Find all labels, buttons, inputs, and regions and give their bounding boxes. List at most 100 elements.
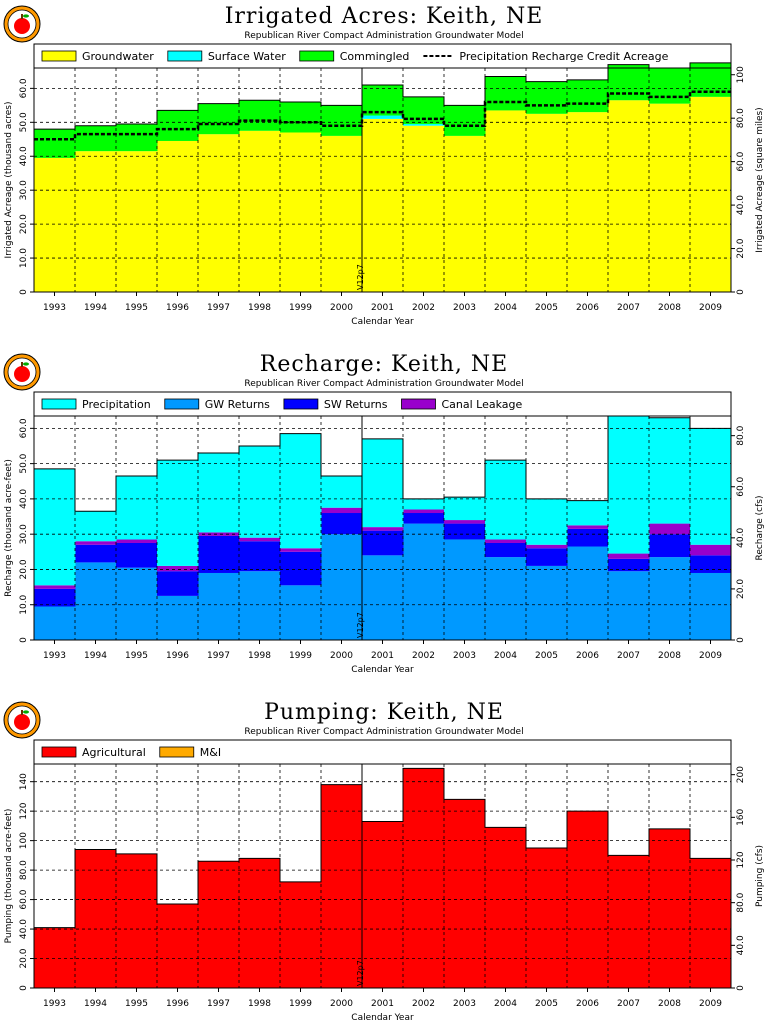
area-segment <box>75 849 117 988</box>
y-tick-label: 0 <box>19 289 29 295</box>
area-segment <box>157 595 199 640</box>
model-version-label: V12p7 <box>356 612 365 638</box>
y-tick-label: 40.0 <box>19 919 29 939</box>
area-segment <box>690 428 732 545</box>
y2-axis-title: Irrigated Acreage (square miles) <box>755 107 765 252</box>
y-tick-label: 100 <box>19 832 29 849</box>
area-segment <box>362 438 404 528</box>
area-segment <box>157 140 199 292</box>
x-tick-label: 1994 <box>84 999 107 1009</box>
area-segment <box>198 532 240 536</box>
pumping-panel: V12p7 Agricultural M&I 1993 1994 1995 1996 1997… <box>0 696 768 1036</box>
apple-logo-icon <box>2 4 42 44</box>
area-segment <box>198 134 240 292</box>
model-version-label: V12p7 <box>356 264 365 290</box>
x-tick-label: 2006 <box>576 999 599 1009</box>
area-segment <box>321 513 363 535</box>
area-segment <box>608 855 650 988</box>
x-tick-label: 2001 <box>371 651 394 661</box>
area-segment <box>526 548 568 566</box>
x-tick-label: 1999 <box>289 999 312 1009</box>
x-tick-label: 2006 <box>576 303 599 313</box>
legend-label: Canal Leakage <box>442 398 523 411</box>
area-segment <box>649 68 691 104</box>
y-tick-label: 140 <box>19 773 29 790</box>
area-segment <box>485 827 527 988</box>
x-tick-label: 1996 <box>166 999 189 1009</box>
area-segment <box>116 475 158 540</box>
area-segment <box>198 453 240 533</box>
area-segment <box>444 105 486 136</box>
legend-swatch <box>167 50 203 62</box>
area-segment <box>485 110 527 292</box>
y-axis-title: Recharge (thousand acre-feet) <box>4 459 14 597</box>
area-segment <box>649 828 691 988</box>
x-tick-label: 1996 <box>166 303 189 313</box>
area-segment <box>649 534 691 558</box>
y2-tick-label: 40.0 <box>736 935 746 955</box>
area-segment <box>321 105 363 136</box>
x-tick-label: 2000 <box>330 999 353 1009</box>
area-segment <box>75 151 117 292</box>
area-segment <box>321 475 363 508</box>
area-segment <box>280 548 322 552</box>
irrigated-acres-panel: V12p7 Groundwater Surface Water Commingled P… <box>0 0 768 340</box>
area-segment <box>485 542 527 558</box>
area-segment <box>403 498 445 510</box>
area-segment <box>321 784 363 988</box>
y2-axis-title: Pumping (cfs) <box>755 845 765 907</box>
area-segment <box>567 525 609 529</box>
area-segment <box>75 544 117 563</box>
area-segment <box>157 904 199 988</box>
y2-tick-label: 0 <box>736 985 746 991</box>
area-segment <box>362 84 404 116</box>
area-segment <box>239 445 281 538</box>
area-segment <box>34 468 76 586</box>
area-segment <box>239 537 281 542</box>
pumping-chart: V12p7 Agricultural M&I 1993 1994 1995 1996 1997… <box>4 739 765 1023</box>
area-segment <box>362 555 404 640</box>
legend-swatch <box>41 50 77 62</box>
area-segment <box>526 848 568 988</box>
irrigated-acres-chart: V12p7 Groundwater Surface Water Commingled P… <box>4 43 765 327</box>
legend-label: Precipitation Recharge Credit Acreage <box>459 50 668 63</box>
y-tick-label: 80.0 <box>19 860 29 880</box>
area-segment <box>34 606 76 640</box>
area-segment <box>198 103 240 135</box>
area-segment <box>608 416 650 554</box>
x-tick-label: 2005 <box>535 999 558 1009</box>
x-tick-label: 2000 <box>330 303 353 313</box>
area-segment <box>567 112 609 293</box>
area-segment <box>280 101 322 133</box>
area-segment <box>485 557 527 640</box>
x-tick-label: 2008 <box>658 999 681 1009</box>
area-segment <box>116 853 158 988</box>
area-segment <box>690 96 732 292</box>
area-segment <box>280 881 322 988</box>
area-segment <box>116 124 158 152</box>
x-tick-label: 2005 <box>535 303 558 313</box>
area-segment <box>567 546 609 640</box>
area-segment <box>362 118 404 292</box>
area-segment <box>608 571 650 640</box>
x-tick-label: 1999 <box>289 651 312 661</box>
y-tick-label: 40.0 <box>19 146 29 166</box>
y2-tick-label: 0 <box>736 289 746 295</box>
area-segment <box>649 417 691 524</box>
area-segment <box>444 799 486 988</box>
y2-tick-label: 100 <box>736 66 746 83</box>
x-tick-label: 2001 <box>371 999 394 1009</box>
area-segment <box>239 858 281 988</box>
area-segment <box>75 562 117 640</box>
model-version-label: V12p7 <box>356 960 365 986</box>
y-tick-label: 60.0 <box>19 889 29 909</box>
x-tick-label: 1995 <box>125 303 148 313</box>
area-segment <box>690 858 732 988</box>
area-segment <box>403 768 445 988</box>
area-segment <box>649 103 691 292</box>
area-segment <box>321 507 363 514</box>
x-tick-label: 1998 <box>248 999 271 1009</box>
y2-tick-label: 80.0 <box>736 892 746 912</box>
recharge-panel: V12p7 Precipitation GW Returns SW Returns Ca… <box>0 348 768 688</box>
area-segment <box>444 520 486 524</box>
